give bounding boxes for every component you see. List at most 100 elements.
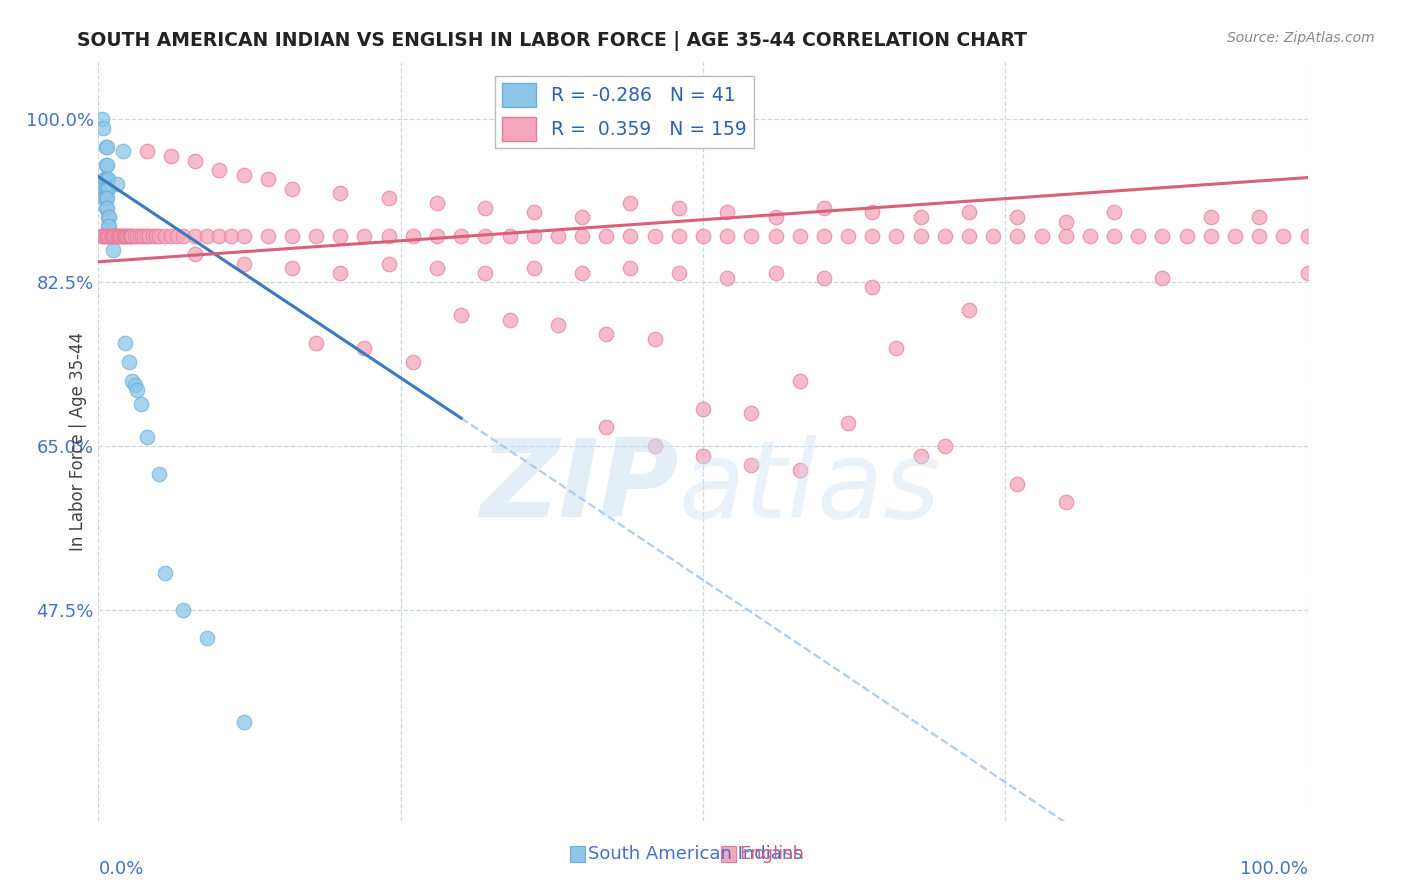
Point bbox=[910, 228, 932, 243]
Point bbox=[98, 219, 121, 234]
Point bbox=[135, 228, 157, 243]
Point bbox=[94, 228, 117, 243]
Point bbox=[184, 228, 207, 243]
Point bbox=[644, 332, 666, 346]
Point bbox=[91, 228, 114, 243]
Point bbox=[426, 228, 449, 243]
Point bbox=[934, 439, 956, 453]
Point bbox=[981, 228, 1004, 243]
Point bbox=[402, 228, 425, 243]
Point bbox=[208, 228, 231, 243]
Point bbox=[668, 266, 690, 280]
Point bbox=[1249, 210, 1271, 224]
Text: 100.0%: 100.0% bbox=[1240, 860, 1308, 878]
Point bbox=[97, 172, 120, 186]
Point bbox=[94, 139, 117, 153]
Point bbox=[860, 228, 883, 243]
Point bbox=[112, 228, 135, 243]
Point bbox=[138, 228, 160, 243]
Point bbox=[118, 355, 141, 369]
Point bbox=[595, 326, 617, 341]
Point bbox=[716, 205, 738, 219]
Point bbox=[837, 416, 859, 430]
Point bbox=[1296, 266, 1319, 280]
Point bbox=[1175, 228, 1198, 243]
Point bbox=[498, 228, 520, 243]
Text: ZIP: ZIP bbox=[481, 434, 679, 540]
Point bbox=[118, 228, 141, 243]
Point bbox=[256, 172, 278, 186]
Point bbox=[110, 228, 132, 243]
Point bbox=[118, 228, 141, 243]
Point bbox=[232, 715, 254, 730]
Point bbox=[101, 243, 124, 257]
Point bbox=[450, 228, 472, 243]
Point bbox=[131, 228, 153, 243]
Point bbox=[789, 462, 811, 476]
Point bbox=[1031, 228, 1053, 243]
Point bbox=[837, 228, 859, 243]
Point bbox=[595, 228, 617, 243]
Point bbox=[377, 257, 399, 271]
Point bbox=[1078, 228, 1101, 243]
Text: atlas: atlas bbox=[679, 434, 941, 540]
Point bbox=[281, 228, 304, 243]
Point bbox=[765, 210, 787, 224]
Point bbox=[595, 420, 617, 434]
Point bbox=[135, 430, 157, 444]
Text: SOUTH AMERICAN INDIAN VS ENGLISH IN LABOR FORCE | AGE 35-44 CORRELATION CHART: SOUTH AMERICAN INDIAN VS ENGLISH IN LABO… bbox=[77, 31, 1028, 51]
Text: English: English bbox=[740, 845, 804, 863]
Point bbox=[208, 163, 231, 178]
Point bbox=[377, 191, 399, 205]
Point bbox=[329, 266, 352, 280]
Point bbox=[91, 228, 114, 243]
Point bbox=[789, 228, 811, 243]
Point bbox=[108, 228, 131, 243]
Point bbox=[1272, 228, 1295, 243]
Point bbox=[124, 378, 146, 392]
Point bbox=[96, 158, 118, 172]
Point bbox=[107, 228, 129, 243]
Point bbox=[172, 603, 194, 617]
Point bbox=[97, 210, 120, 224]
Point bbox=[813, 228, 835, 243]
Point bbox=[910, 210, 932, 224]
Point bbox=[96, 139, 118, 153]
Point bbox=[1007, 228, 1029, 243]
Point bbox=[281, 182, 304, 196]
Point bbox=[94, 158, 117, 172]
Point bbox=[547, 228, 569, 243]
Point bbox=[100, 228, 122, 243]
Point bbox=[96, 172, 118, 186]
Point bbox=[619, 195, 641, 210]
Point bbox=[129, 397, 152, 411]
Point bbox=[93, 228, 115, 243]
Point bbox=[153, 566, 176, 580]
Point bbox=[1199, 228, 1222, 243]
Point bbox=[142, 228, 165, 243]
Point bbox=[153, 228, 176, 243]
Point bbox=[103, 228, 125, 243]
Point bbox=[353, 228, 375, 243]
Point bbox=[644, 228, 666, 243]
Point bbox=[571, 266, 593, 280]
Point bbox=[619, 228, 641, 243]
Point bbox=[789, 374, 811, 388]
Point bbox=[740, 458, 762, 472]
Point bbox=[668, 228, 690, 243]
Point bbox=[124, 228, 146, 243]
Point bbox=[91, 120, 114, 135]
Point bbox=[450, 308, 472, 322]
Point bbox=[160, 228, 183, 243]
Point bbox=[96, 228, 118, 243]
Point bbox=[114, 228, 136, 243]
Point bbox=[94, 172, 117, 186]
Point bbox=[100, 228, 122, 243]
Point bbox=[692, 228, 714, 243]
Point bbox=[232, 257, 254, 271]
Point bbox=[98, 210, 121, 224]
Point bbox=[256, 228, 278, 243]
Point bbox=[886, 341, 908, 355]
Point bbox=[1296, 228, 1319, 243]
Point bbox=[353, 341, 375, 355]
